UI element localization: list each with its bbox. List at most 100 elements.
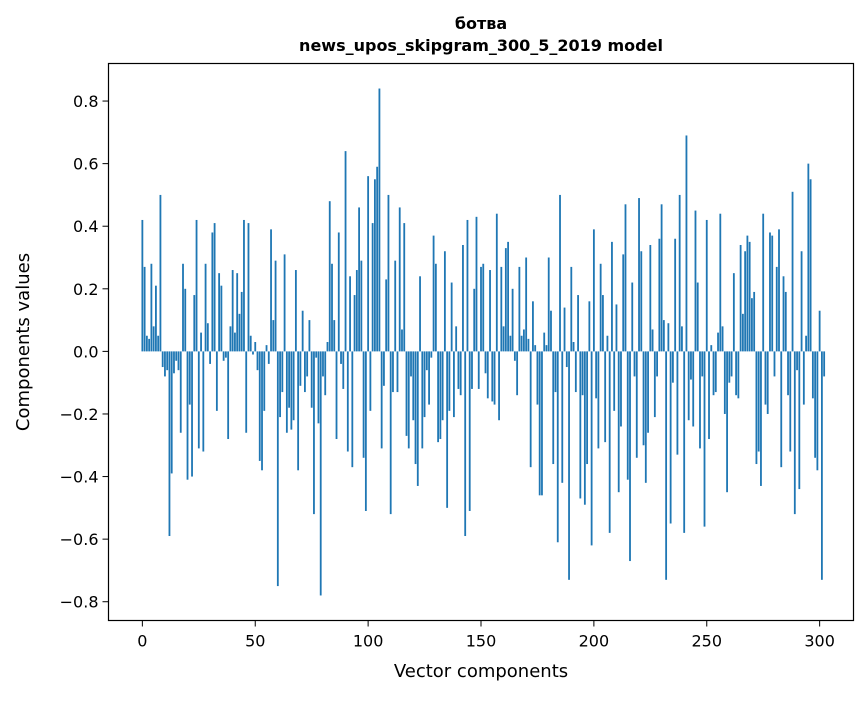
bar-156 (493, 351, 496, 405)
bar-120 (412, 351, 415, 421)
bar-164 (511, 288, 514, 352)
bar-152 (484, 351, 487, 374)
bar-65 (288, 351, 291, 408)
bar-138 (453, 351, 455, 418)
bar-168 (520, 335, 523, 352)
bar-166 (516, 351, 519, 396)
bar-251 (708, 351, 710, 440)
bar-121 (414, 351, 417, 465)
bar-97 (360, 260, 363, 352)
bar-268 (746, 235, 749, 352)
bar-116 (403, 223, 406, 352)
bar-37 (224, 351, 227, 358)
bar-169 (522, 329, 525, 352)
bar-34 (218, 273, 221, 352)
y-tick-label: −0.4 (60, 468, 99, 487)
bar-50 (254, 342, 257, 352)
bar-196 (583, 351, 586, 505)
bar-272 (755, 351, 758, 465)
bar-296 (809, 179, 812, 352)
bar-235 (671, 351, 674, 383)
bar-250 (705, 219, 708, 352)
bar-265 (739, 244, 742, 352)
bar-91 (346, 351, 349, 452)
bar-202 (597, 351, 600, 449)
bar-292 (800, 251, 803, 352)
bar-184 (556, 351, 559, 543)
bar-183 (554, 351, 557, 393)
bar-12 (168, 351, 171, 537)
bar-130 (434, 263, 437, 352)
bar-271 (753, 291, 756, 352)
bar-159 (500, 266, 503, 352)
bar-262 (732, 273, 735, 352)
bar-155 (491, 351, 494, 402)
bar-49 (252, 351, 254, 355)
bar-57 (270, 229, 272, 352)
bar-277 (766, 351, 769, 414)
bar-59 (274, 260, 277, 352)
bar-218 (633, 351, 636, 377)
bar-187 (563, 307, 566, 352)
bar-274 (760, 351, 762, 486)
bar-293 (802, 351, 805, 405)
bar-113 (396, 351, 399, 393)
bar-118 (407, 351, 410, 449)
bar-182 (552, 351, 555, 465)
bar-52 (258, 351, 261, 461)
bar-29 (206, 323, 209, 352)
bar-210 (615, 304, 618, 352)
bar-72 (304, 351, 306, 393)
bar-186 (561, 351, 564, 483)
bar-132 (439, 351, 442, 440)
bar-239 (681, 326, 683, 352)
bar-48 (249, 335, 252, 352)
bar-106 (380, 351, 383, 449)
bar-13 (170, 351, 173, 474)
bar-179 (545, 345, 548, 352)
bar-32 (213, 223, 216, 352)
bar-298 (814, 351, 817, 458)
bar-227 (653, 351, 656, 418)
bar-288 (791, 191, 794, 352)
bar-142 (462, 244, 464, 352)
bar-206 (606, 335, 609, 352)
bar-157 (495, 213, 498, 352)
bar-105 (378, 88, 381, 352)
bar-283 (780, 351, 783, 468)
bar-123 (419, 276, 421, 352)
bar-204 (602, 295, 604, 352)
bar-143 (464, 351, 467, 537)
bar-171 (527, 338, 530, 352)
bar-139 (455, 326, 458, 352)
bar-26 (200, 332, 202, 352)
bar-45 (243, 219, 245, 352)
bar-177 (541, 351, 543, 496)
bar-108 (385, 279, 388, 352)
bar-35 (220, 285, 223, 352)
bar-83 (328, 201, 331, 352)
bar-149 (477, 351, 480, 389)
bar-31 (211, 232, 214, 352)
bar-234 (669, 351, 672, 524)
bar-276 (764, 351, 767, 405)
bar-213 (622, 254, 625, 352)
bar-103 (373, 179, 376, 352)
bar-253 (712, 351, 715, 396)
bar-219 (635, 351, 638, 458)
bar-124 (421, 351, 424, 449)
bar-217 (631, 282, 634, 352)
chart-title: ботва (455, 14, 507, 33)
x-tick-label: 150 (466, 632, 497, 651)
bar-111 (392, 351, 394, 393)
bar-207 (608, 351, 611, 533)
bar-40 (231, 270, 234, 352)
bar-55 (265, 345, 268, 352)
bar-146 (471, 351, 473, 389)
bar-273 (757, 351, 760, 452)
y-axis-label: Components values (13, 253, 34, 431)
bar-112 (394, 260, 397, 352)
chart-subtitle: news_upos_skipgram_300_5_2019 model (299, 36, 663, 55)
y-tick-label: −0.6 (60, 530, 99, 549)
bar-131 (437, 351, 440, 443)
